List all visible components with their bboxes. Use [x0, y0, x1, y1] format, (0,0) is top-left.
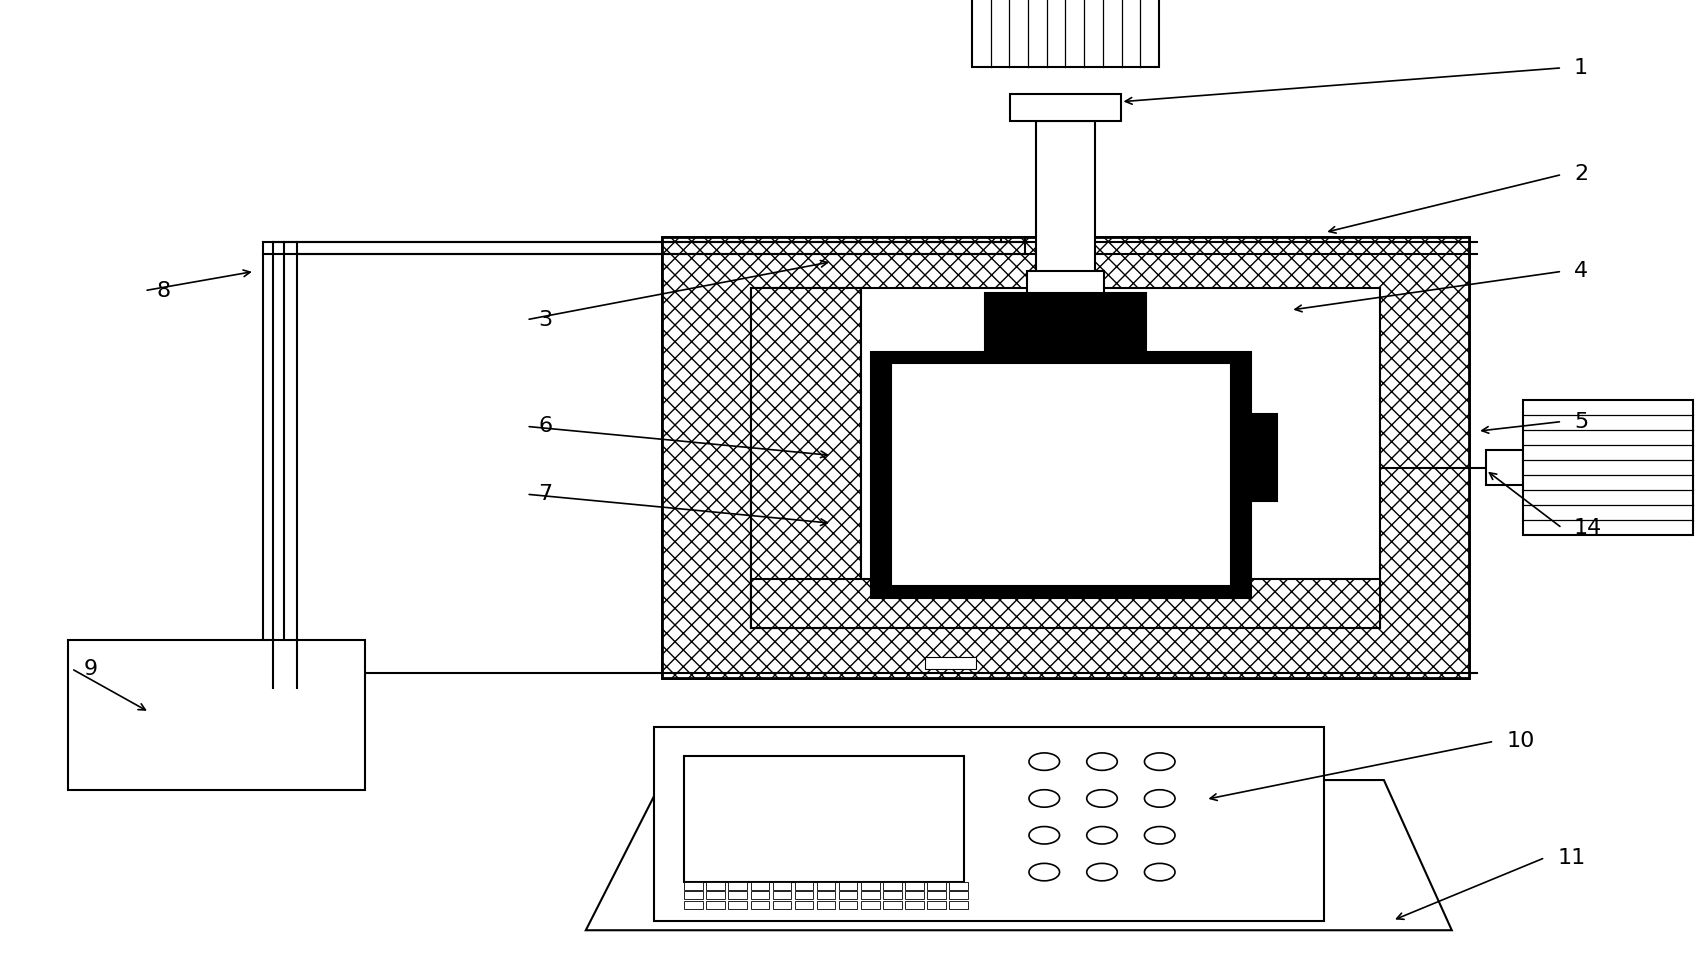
- Bar: [927, 891, 946, 899]
- Bar: [1486, 450, 1523, 485]
- Circle shape: [1144, 827, 1175, 844]
- Bar: [795, 891, 813, 899]
- Circle shape: [1144, 790, 1175, 807]
- Bar: [662, 237, 1469, 678]
- Bar: [1027, 271, 1104, 293]
- Bar: [861, 891, 880, 899]
- Bar: [751, 288, 861, 628]
- Bar: [68, 640, 365, 790]
- Bar: [684, 891, 703, 899]
- Circle shape: [1029, 827, 1060, 844]
- Bar: [883, 882, 902, 890]
- Circle shape: [1087, 790, 1117, 807]
- Text: 7: 7: [538, 484, 552, 504]
- Bar: [905, 882, 924, 890]
- Bar: [728, 901, 747, 909]
- Bar: [839, 882, 857, 890]
- Circle shape: [1029, 790, 1060, 807]
- Bar: [751, 891, 769, 899]
- Bar: [925, 657, 976, 669]
- Circle shape: [1144, 753, 1175, 770]
- Bar: [817, 882, 835, 890]
- Bar: [684, 901, 703, 909]
- Bar: [728, 882, 747, 890]
- Bar: [949, 891, 968, 899]
- Bar: [751, 288, 1380, 628]
- Bar: [949, 901, 968, 909]
- Circle shape: [1087, 753, 1117, 770]
- Bar: [706, 901, 725, 909]
- Text: 5: 5: [1574, 412, 1588, 431]
- Bar: [773, 882, 791, 890]
- Bar: [684, 756, 964, 882]
- Text: 1: 1: [1574, 58, 1588, 78]
- Text: 10: 10: [1506, 732, 1535, 751]
- Circle shape: [1087, 827, 1117, 844]
- Bar: [1010, 94, 1121, 121]
- Bar: [883, 891, 902, 899]
- Circle shape: [1144, 863, 1175, 881]
- Bar: [971, 0, 1158, 67]
- Bar: [751, 901, 769, 909]
- Bar: [1523, 400, 1693, 536]
- Circle shape: [1029, 863, 1060, 881]
- Text: 11: 11: [1557, 848, 1586, 867]
- Bar: [706, 882, 725, 890]
- Bar: [773, 891, 791, 899]
- Text: 2: 2: [1574, 165, 1588, 184]
- Bar: [927, 882, 946, 890]
- Bar: [795, 901, 813, 909]
- Bar: [883, 901, 902, 909]
- Text: 6: 6: [538, 417, 552, 436]
- Circle shape: [1087, 863, 1117, 881]
- Text: 14: 14: [1574, 518, 1603, 538]
- Bar: [905, 891, 924, 899]
- Bar: [871, 352, 1251, 598]
- Bar: [662, 237, 1469, 678]
- Bar: [684, 882, 703, 890]
- Bar: [861, 882, 880, 890]
- Bar: [1036, 121, 1095, 288]
- Bar: [773, 901, 791, 909]
- Text: 3: 3: [538, 310, 552, 329]
- Bar: [985, 293, 1146, 351]
- Bar: [1240, 415, 1277, 502]
- Bar: [949, 882, 968, 890]
- Bar: [891, 363, 1231, 586]
- Bar: [817, 901, 835, 909]
- Bar: [795, 882, 813, 890]
- Bar: [905, 901, 924, 909]
- Bar: [817, 891, 835, 899]
- Bar: [654, 727, 1324, 921]
- Circle shape: [1029, 753, 1060, 770]
- Text: 8: 8: [156, 281, 170, 300]
- Text: 4: 4: [1574, 262, 1588, 281]
- Bar: [839, 891, 857, 899]
- Text: 9: 9: [83, 659, 97, 678]
- Bar: [728, 891, 747, 899]
- Bar: [927, 901, 946, 909]
- Bar: [861, 901, 880, 909]
- Bar: [706, 891, 725, 899]
- Bar: [751, 579, 1380, 628]
- Bar: [839, 901, 857, 909]
- Bar: [751, 882, 769, 890]
